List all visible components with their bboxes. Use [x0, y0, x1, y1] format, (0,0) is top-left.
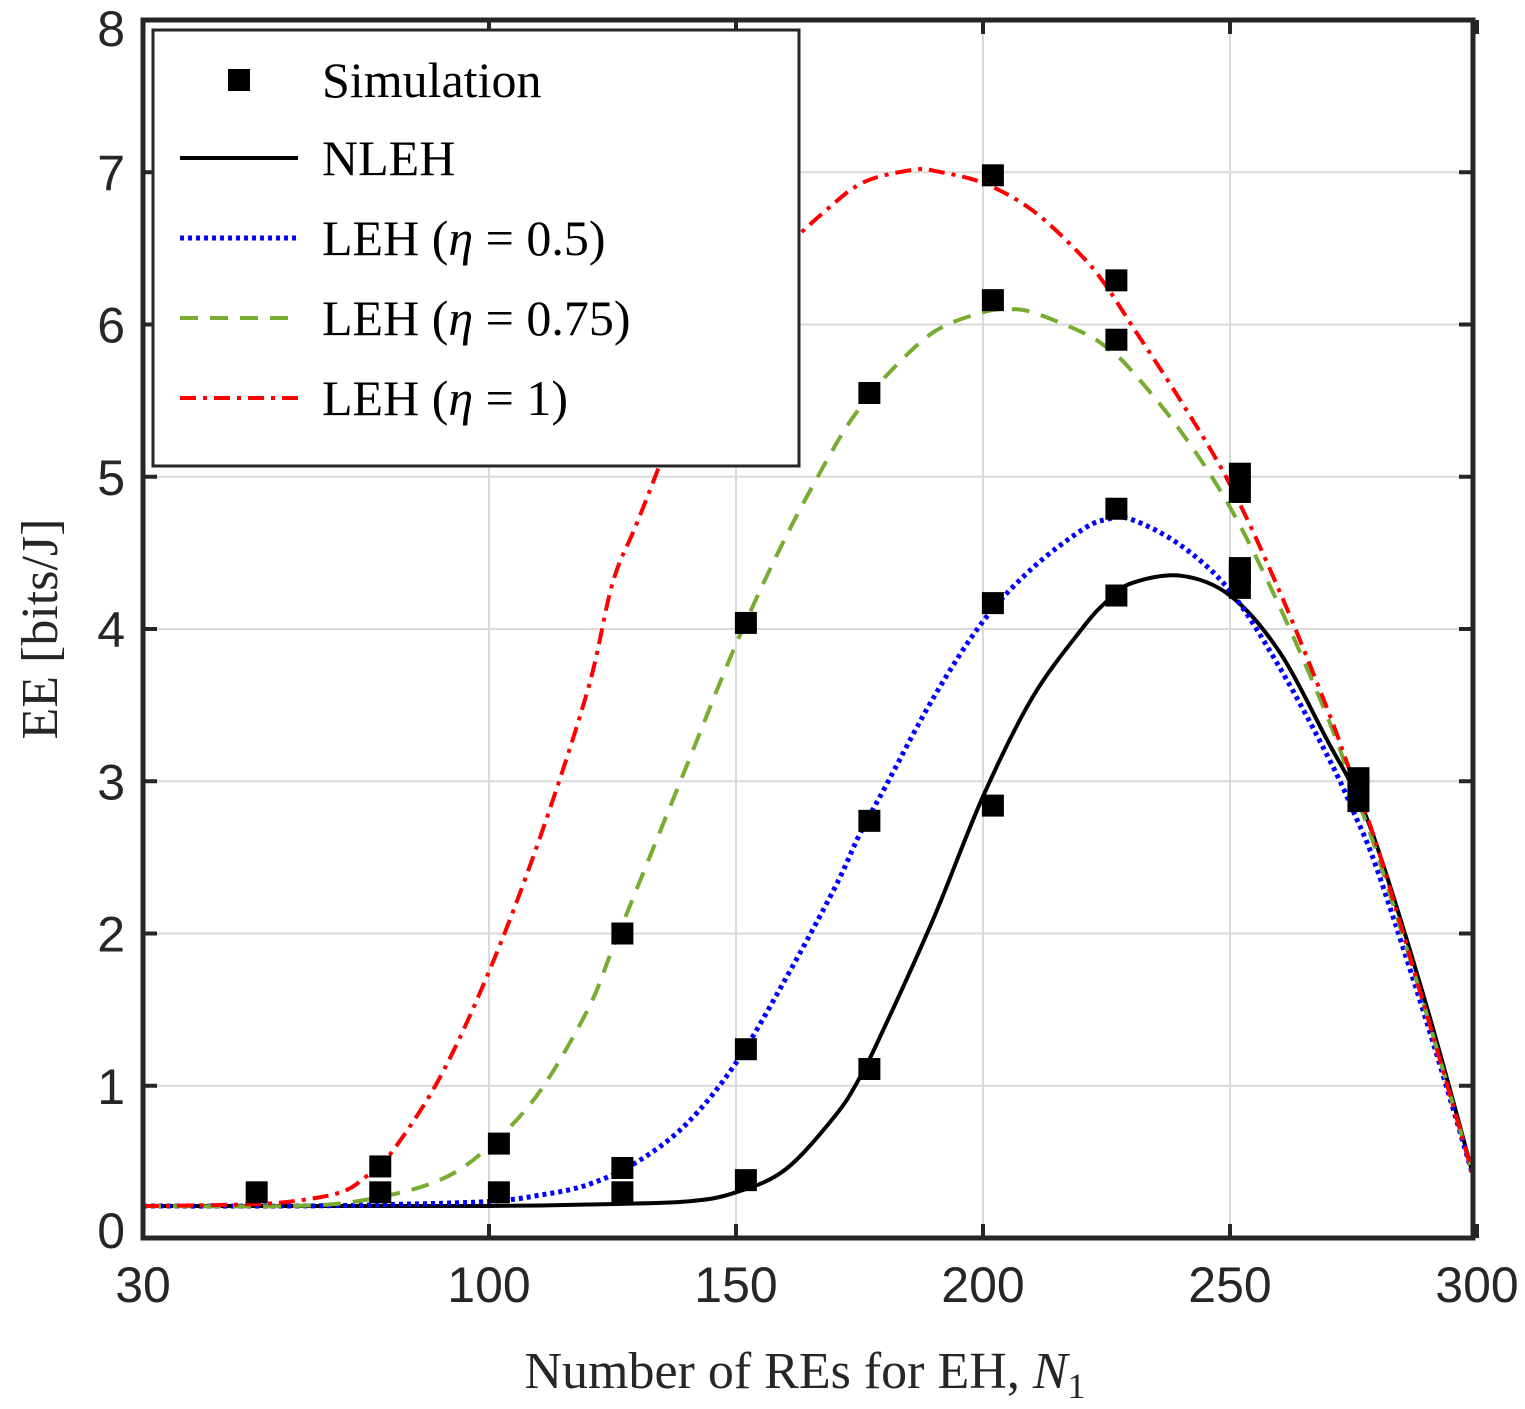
series-line-leh_1 [143, 166, 1473, 1208]
simulation-point [611, 922, 634, 945]
series-line-leh_075 [143, 307, 1473, 1209]
simulation-point [1228, 462, 1251, 485]
x-axis-title-subscript: 1 [1068, 1366, 1086, 1404]
y-tick-label: 8 [97, 1, 125, 57]
simulation-point [734, 1038, 757, 1061]
legend-box [151, 28, 801, 468]
y-tick-label: 2 [97, 907, 125, 963]
x-axis-title: Number of REs for EH, N1 [524, 1343, 1085, 1404]
legend-entry-leh_1: LEH (η = 1) [180, 370, 568, 426]
x-axis-title-text: Number of REs for EH, [524, 1343, 1032, 1400]
simulation-point [734, 611, 757, 634]
y-tick-label: 4 [97, 602, 125, 658]
legend-entry-sim: Simulation [228, 52, 541, 108]
x-tick-label: 150 [694, 1257, 777, 1313]
x-tick-label: 300 [1435, 1257, 1518, 1313]
x-tick-label: 30 [115, 1257, 171, 1313]
y-tick-label: 6 [97, 298, 125, 354]
axis-ticks: 30 100 150 200 250 300 0 1 2 3 4 5 6 7 8 [97, 1, 1519, 1313]
x-tick-label: 250 [1188, 1257, 1271, 1313]
simulation-point [981, 164, 1004, 187]
y-tick-label: 5 [97, 450, 125, 506]
simulation-point [1105, 497, 1128, 520]
simulation-point [1105, 269, 1128, 292]
y-tick-label: 0 [97, 1203, 125, 1259]
simulation-point [1105, 328, 1128, 351]
legend-label: NLEH [322, 130, 455, 186]
legend-entry-nleh: NLEH [180, 130, 455, 186]
y-tick-label: 1 [97, 1059, 125, 1115]
legend: Simulation NLEH LEH (η = 0.5) LEH (η = 0.75… [151, 28, 801, 468]
x-tick-label: 200 [941, 1257, 1024, 1313]
y-axis-title: EE [bits/J] [12, 519, 69, 740]
simulation-point [858, 382, 881, 405]
simulation-point [981, 289, 1004, 312]
legend-entry-leh_075: LEH (η = 0.75) [180, 290, 631, 346]
simulation-markers [245, 164, 1370, 1204]
simulation-point [734, 1169, 757, 1192]
simulation-point [487, 1132, 510, 1155]
series-line-leh_05 [143, 514, 1473, 1209]
x-tick-label: 100 [447, 1257, 530, 1313]
simulation-point [981, 794, 1004, 817]
x-axis-title-symbol: N [1032, 1343, 1071, 1400]
simulation-point [369, 1181, 392, 1204]
legend-label: Simulation [322, 52, 541, 108]
simulation-point [1347, 767, 1370, 790]
legend-label: LEH (η = 1) [322, 370, 568, 426]
simulation-point [1228, 557, 1251, 580]
legend-marker [228, 69, 250, 91]
y-tick-label: 3 [97, 754, 125, 810]
legend-label: LEH (η = 0.75) [322, 290, 631, 346]
simulation-point [981, 592, 1004, 615]
simulation-point [487, 1181, 510, 1204]
y-tick-label: 7 [97, 145, 125, 201]
simulation-point [1228, 480, 1251, 503]
legend-entry-leh_05: LEH (η = 0.5) [180, 210, 606, 266]
simulation-point [611, 1181, 634, 1204]
simulation-point [369, 1155, 392, 1178]
simulation-point [858, 809, 881, 832]
simulation-point [858, 1058, 881, 1081]
simulation-point [611, 1156, 634, 1179]
simulation-point [1105, 584, 1128, 607]
simulation-point [245, 1181, 268, 1204]
legend-label: LEH (η = 0.5) [322, 210, 606, 266]
